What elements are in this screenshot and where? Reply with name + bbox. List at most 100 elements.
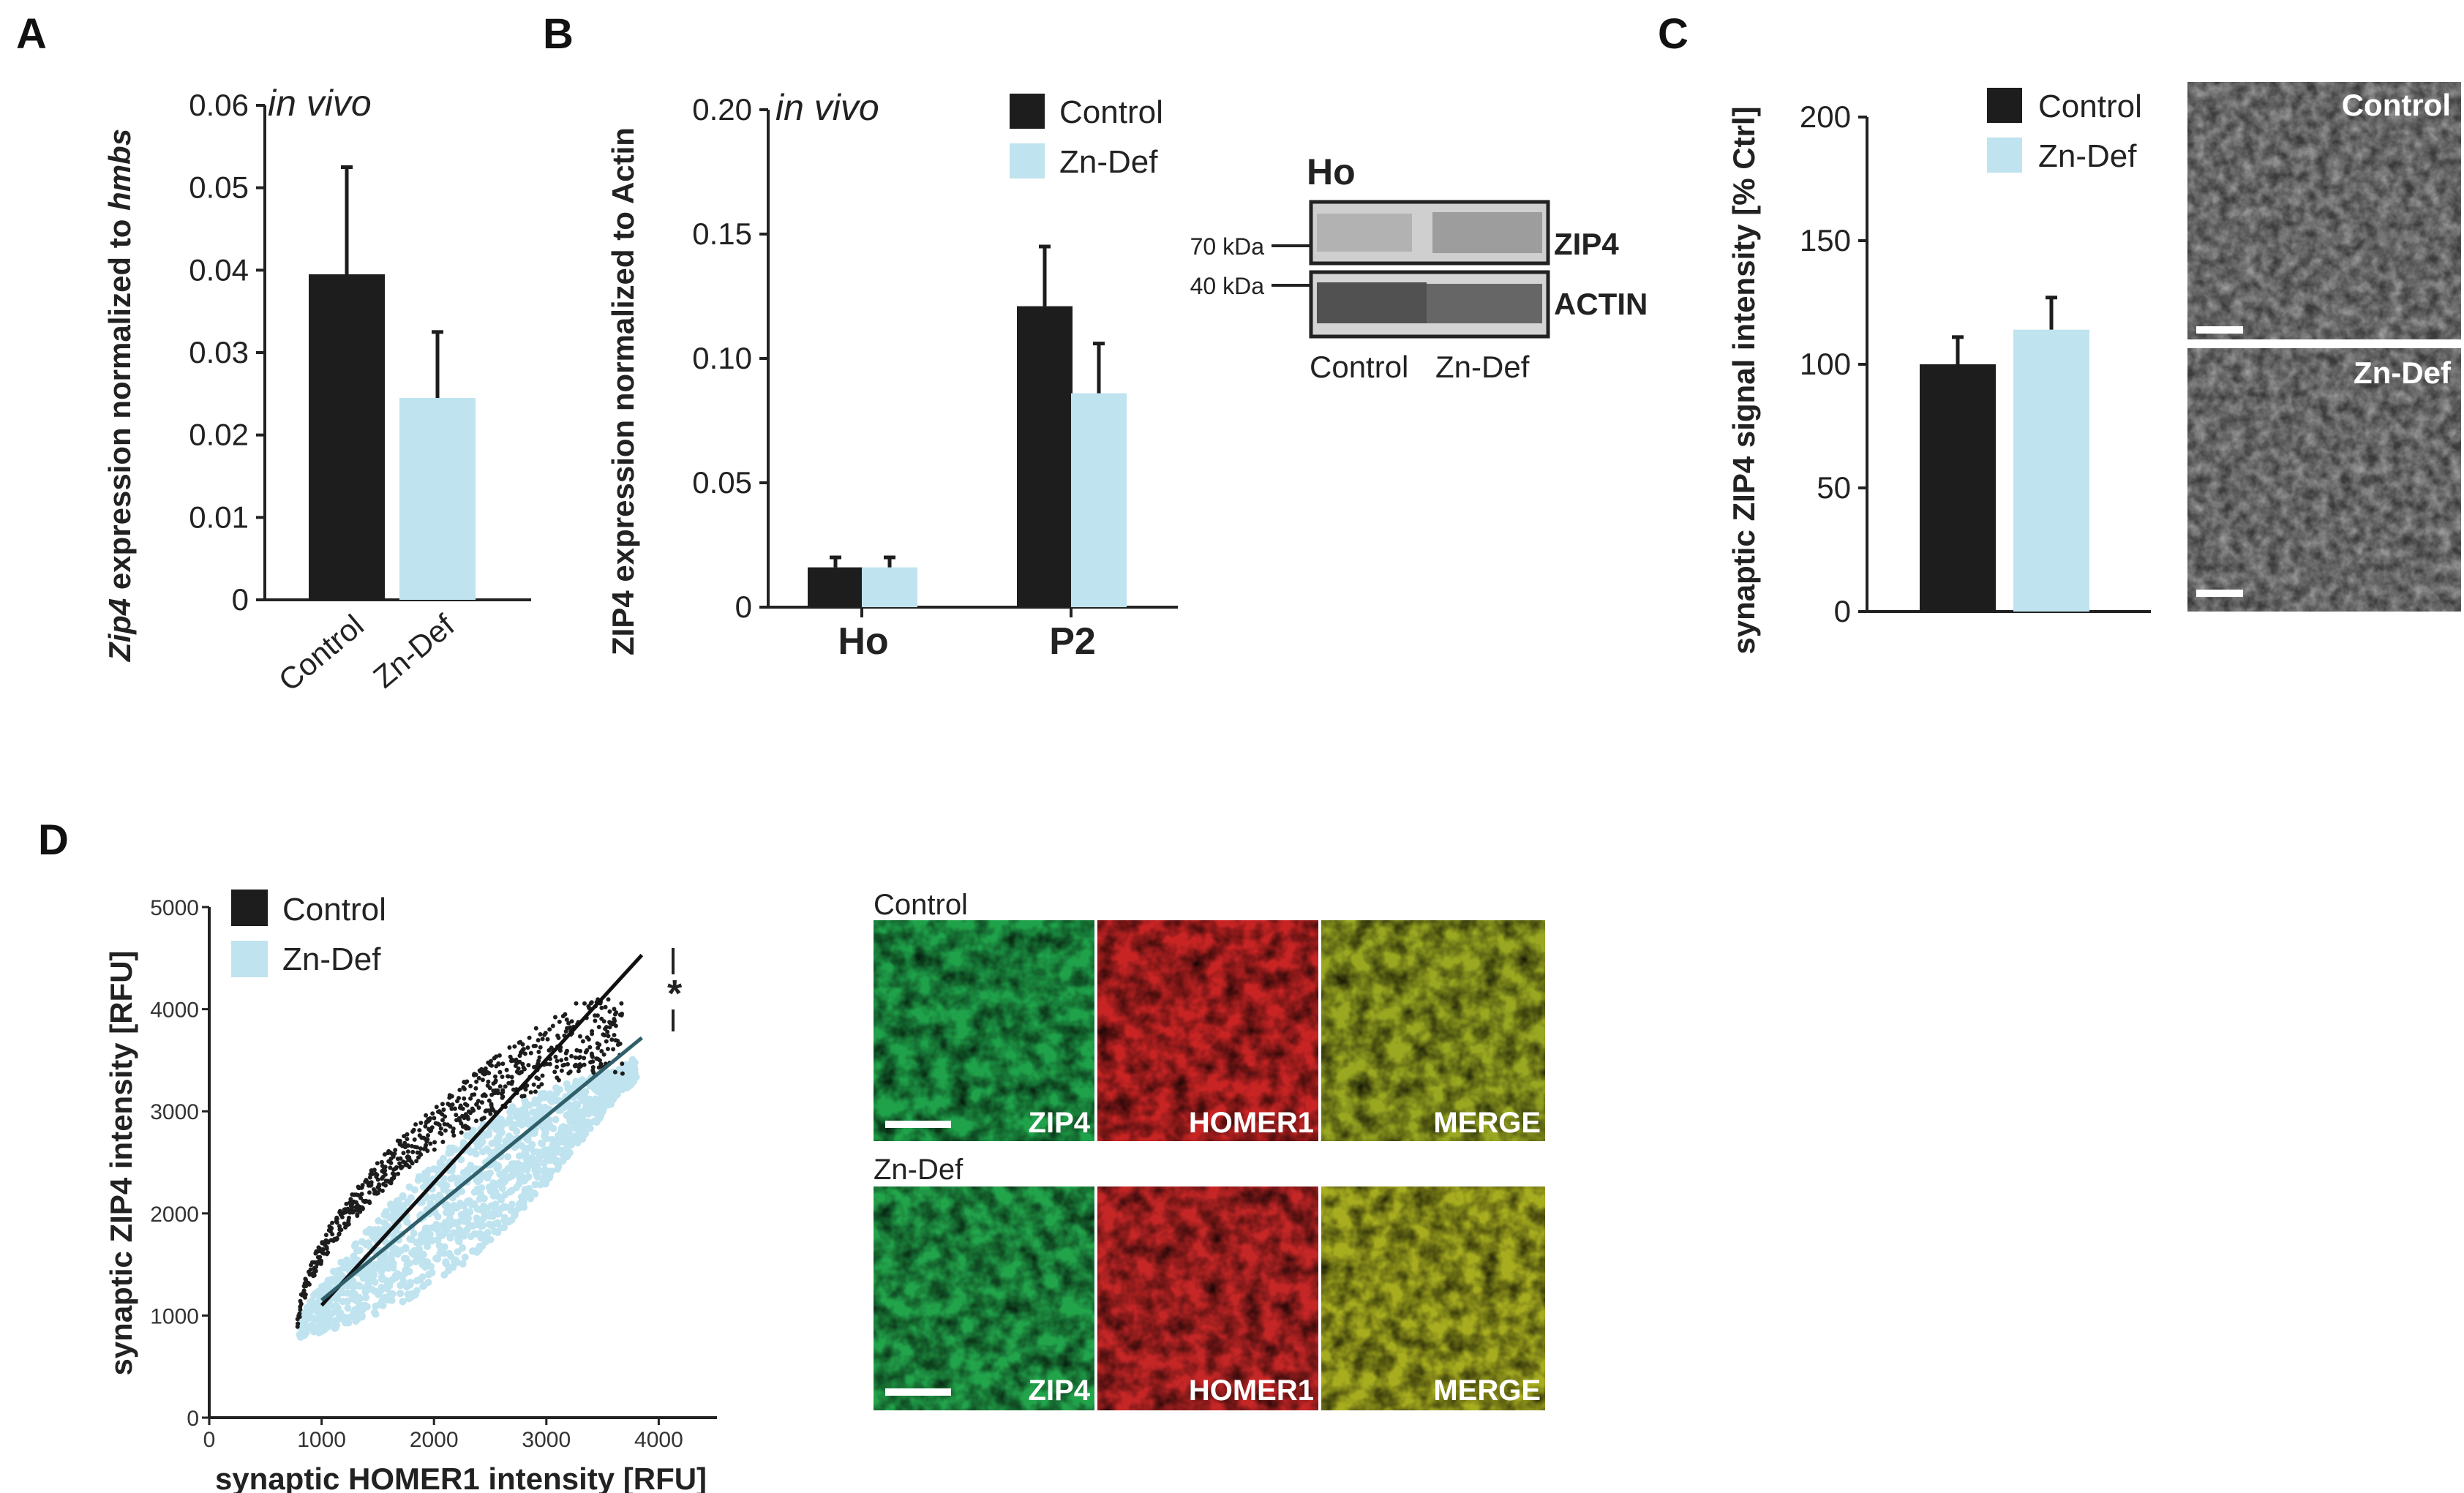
panel-a-y-tick-label: 0	[232, 582, 249, 617]
scatter-point-zndef	[405, 1183, 413, 1191]
scatter-point-zndef	[522, 1186, 530, 1195]
scatter-point-control	[553, 1054, 558, 1059]
scatter-point-control	[398, 1156, 403, 1161]
panel-d-x-tick-label: 0	[203, 1428, 216, 1452]
scatter-point-zndef	[427, 1263, 435, 1271]
scatter-point-control	[489, 1058, 493, 1064]
scatter-point-control	[396, 1171, 401, 1176]
micrograph-row-label-zndef: Zn-Def	[874, 1154, 964, 1186]
scatter-point-control	[389, 1176, 394, 1181]
scatter-point-control	[605, 1047, 610, 1051]
scatter-point-control	[369, 1168, 374, 1173]
scatter-point-control	[617, 1041, 623, 1046]
scatter-point-zndef	[632, 1073, 640, 1081]
scatter-point-control	[523, 1087, 528, 1092]
micrograph-zndef-merge: MERGE	[1321, 1186, 1545, 1410]
scatter-point-zndef	[311, 1315, 319, 1323]
scatter-point-control	[593, 1013, 598, 1018]
scatter-point-control	[430, 1111, 435, 1116]
scatter-point-zndef	[419, 1282, 427, 1290]
scatter-point-control	[315, 1255, 320, 1260]
scatter-point-control	[432, 1140, 437, 1145]
scatter-point-control	[564, 1056, 568, 1061]
scatter-point-zndef	[393, 1197, 401, 1206]
scatter-point-control	[314, 1265, 318, 1269]
panel-c-y-tick-label: 0	[1834, 594, 1851, 628]
scatter-point-control	[607, 1025, 612, 1030]
scatter-point-zndef	[472, 1150, 480, 1158]
scatter-point-zndef	[364, 1239, 372, 1247]
scatter-point-control	[509, 1075, 514, 1080]
scatter-point-control	[307, 1269, 311, 1274]
scatter-point-zndef	[403, 1266, 411, 1274]
scatter-point-control	[515, 1061, 519, 1065]
scatter-point-zndef	[328, 1309, 336, 1317]
scatter-point-zndef	[362, 1228, 370, 1236]
scatter-point-zndef	[451, 1219, 459, 1227]
panel-a-bars	[309, 165, 476, 600]
scatter-point-zndef	[517, 1121, 525, 1129]
scatter-point-zndef	[459, 1169, 467, 1176]
bar-p2-zn-def	[1071, 393, 1127, 607]
scatter-point-control	[426, 1133, 430, 1138]
scatter-point-zndef	[476, 1230, 484, 1238]
scatter-point-control	[386, 1148, 391, 1154]
scatter-point-zndef	[377, 1255, 384, 1263]
scatter-point-control	[506, 1074, 511, 1079]
scatter-point-zndef	[604, 1101, 612, 1109]
scatter-point-control	[320, 1240, 325, 1245]
scatter-point-zndef	[356, 1246, 364, 1255]
micrograph-c-zndef-label: Zn-Def	[2354, 356, 2452, 390]
channel-label: HOMER1	[1189, 1107, 1314, 1139]
scatter-point-zndef	[469, 1127, 477, 1135]
scatter-point-control	[448, 1124, 453, 1129]
scatter-point-control	[350, 1210, 355, 1215]
scatter-point-control	[331, 1238, 336, 1244]
scatter-point-zndef	[429, 1193, 437, 1201]
scatter-point-zndef	[524, 1136, 532, 1144]
scatter-point-control	[405, 1149, 410, 1154]
scatter-point-control	[540, 1073, 545, 1078]
scatter-point-control	[612, 1033, 617, 1037]
panel-letter-b: B	[543, 10, 574, 58]
scatter-point-zndef	[536, 1181, 544, 1189]
scatter-point-control	[372, 1187, 376, 1192]
scatter-point-zndef	[590, 1108, 598, 1116]
scatter-point-zndef	[512, 1207, 520, 1215]
micrograph-control-homer1: HOMER1	[1097, 920, 1318, 1141]
scatter-point-control	[615, 1038, 620, 1043]
scatter-point-control	[440, 1118, 445, 1123]
scatter-point-zndef	[425, 1166, 432, 1174]
panel-d-x-tick-label: 2000	[410, 1428, 459, 1452]
scatter-point-control	[493, 1078, 498, 1083]
scatter-point-control	[472, 1092, 477, 1097]
scatter-point-zndef	[317, 1328, 325, 1336]
scale-bar	[885, 1388, 951, 1396]
panel-d-y-tick-label: 0	[187, 1407, 199, 1431]
scatter-point-control	[578, 1048, 583, 1053]
scatter-point-zndef	[613, 1088, 621, 1096]
bar-control	[309, 274, 385, 600]
bar-zn-def	[2013, 329, 2089, 612]
scatter-point-control	[461, 1085, 466, 1090]
scatter-point-control	[606, 1034, 611, 1039]
scatter-point-control	[432, 1147, 437, 1152]
scatter-point-zndef	[467, 1201, 476, 1209]
scatter-point-zndef	[485, 1220, 493, 1228]
scatter-point-control	[466, 1109, 471, 1114]
scatter-point-control	[525, 1045, 530, 1050]
micrograph-c-zndef: Zn-Def	[2187, 348, 2461, 612]
scatter-point-zndef	[517, 1167, 525, 1176]
scatter-point-zndef	[353, 1297, 361, 1305]
panel-d-legend: Control Zn-Def	[231, 890, 386, 977]
scale-bar	[885, 1121, 951, 1128]
scatter-point-control	[620, 1061, 625, 1067]
scatter-point-control	[413, 1122, 418, 1127]
scatter-point-zndef	[578, 1120, 586, 1128]
scatter-point-zndef	[390, 1231, 398, 1239]
scatter-point-control	[442, 1121, 447, 1127]
scatter-point-zndef	[418, 1198, 426, 1206]
scatter-point-control	[337, 1224, 342, 1229]
scatter-point-control	[334, 1215, 339, 1220]
scatter-point-control	[372, 1191, 377, 1196]
